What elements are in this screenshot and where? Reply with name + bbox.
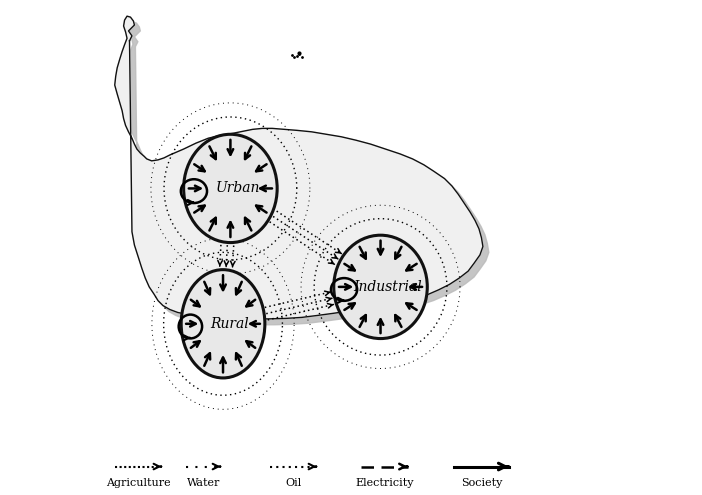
Text: Agriculture: Agriculture [106,478,171,488]
Text: Industrial: Industrial [353,280,422,294]
Text: Urban: Urban [216,182,260,196]
Polygon shape [121,22,489,325]
Ellipse shape [184,134,277,243]
Text: Rural: Rural [210,317,249,331]
Text: Oil: Oil [285,478,301,488]
Ellipse shape [333,235,428,339]
Text: Society: Society [461,478,502,488]
Text: Electricity: Electricity [355,478,413,488]
Text: Water: Water [187,478,220,488]
Polygon shape [114,16,483,319]
Ellipse shape [181,270,265,378]
